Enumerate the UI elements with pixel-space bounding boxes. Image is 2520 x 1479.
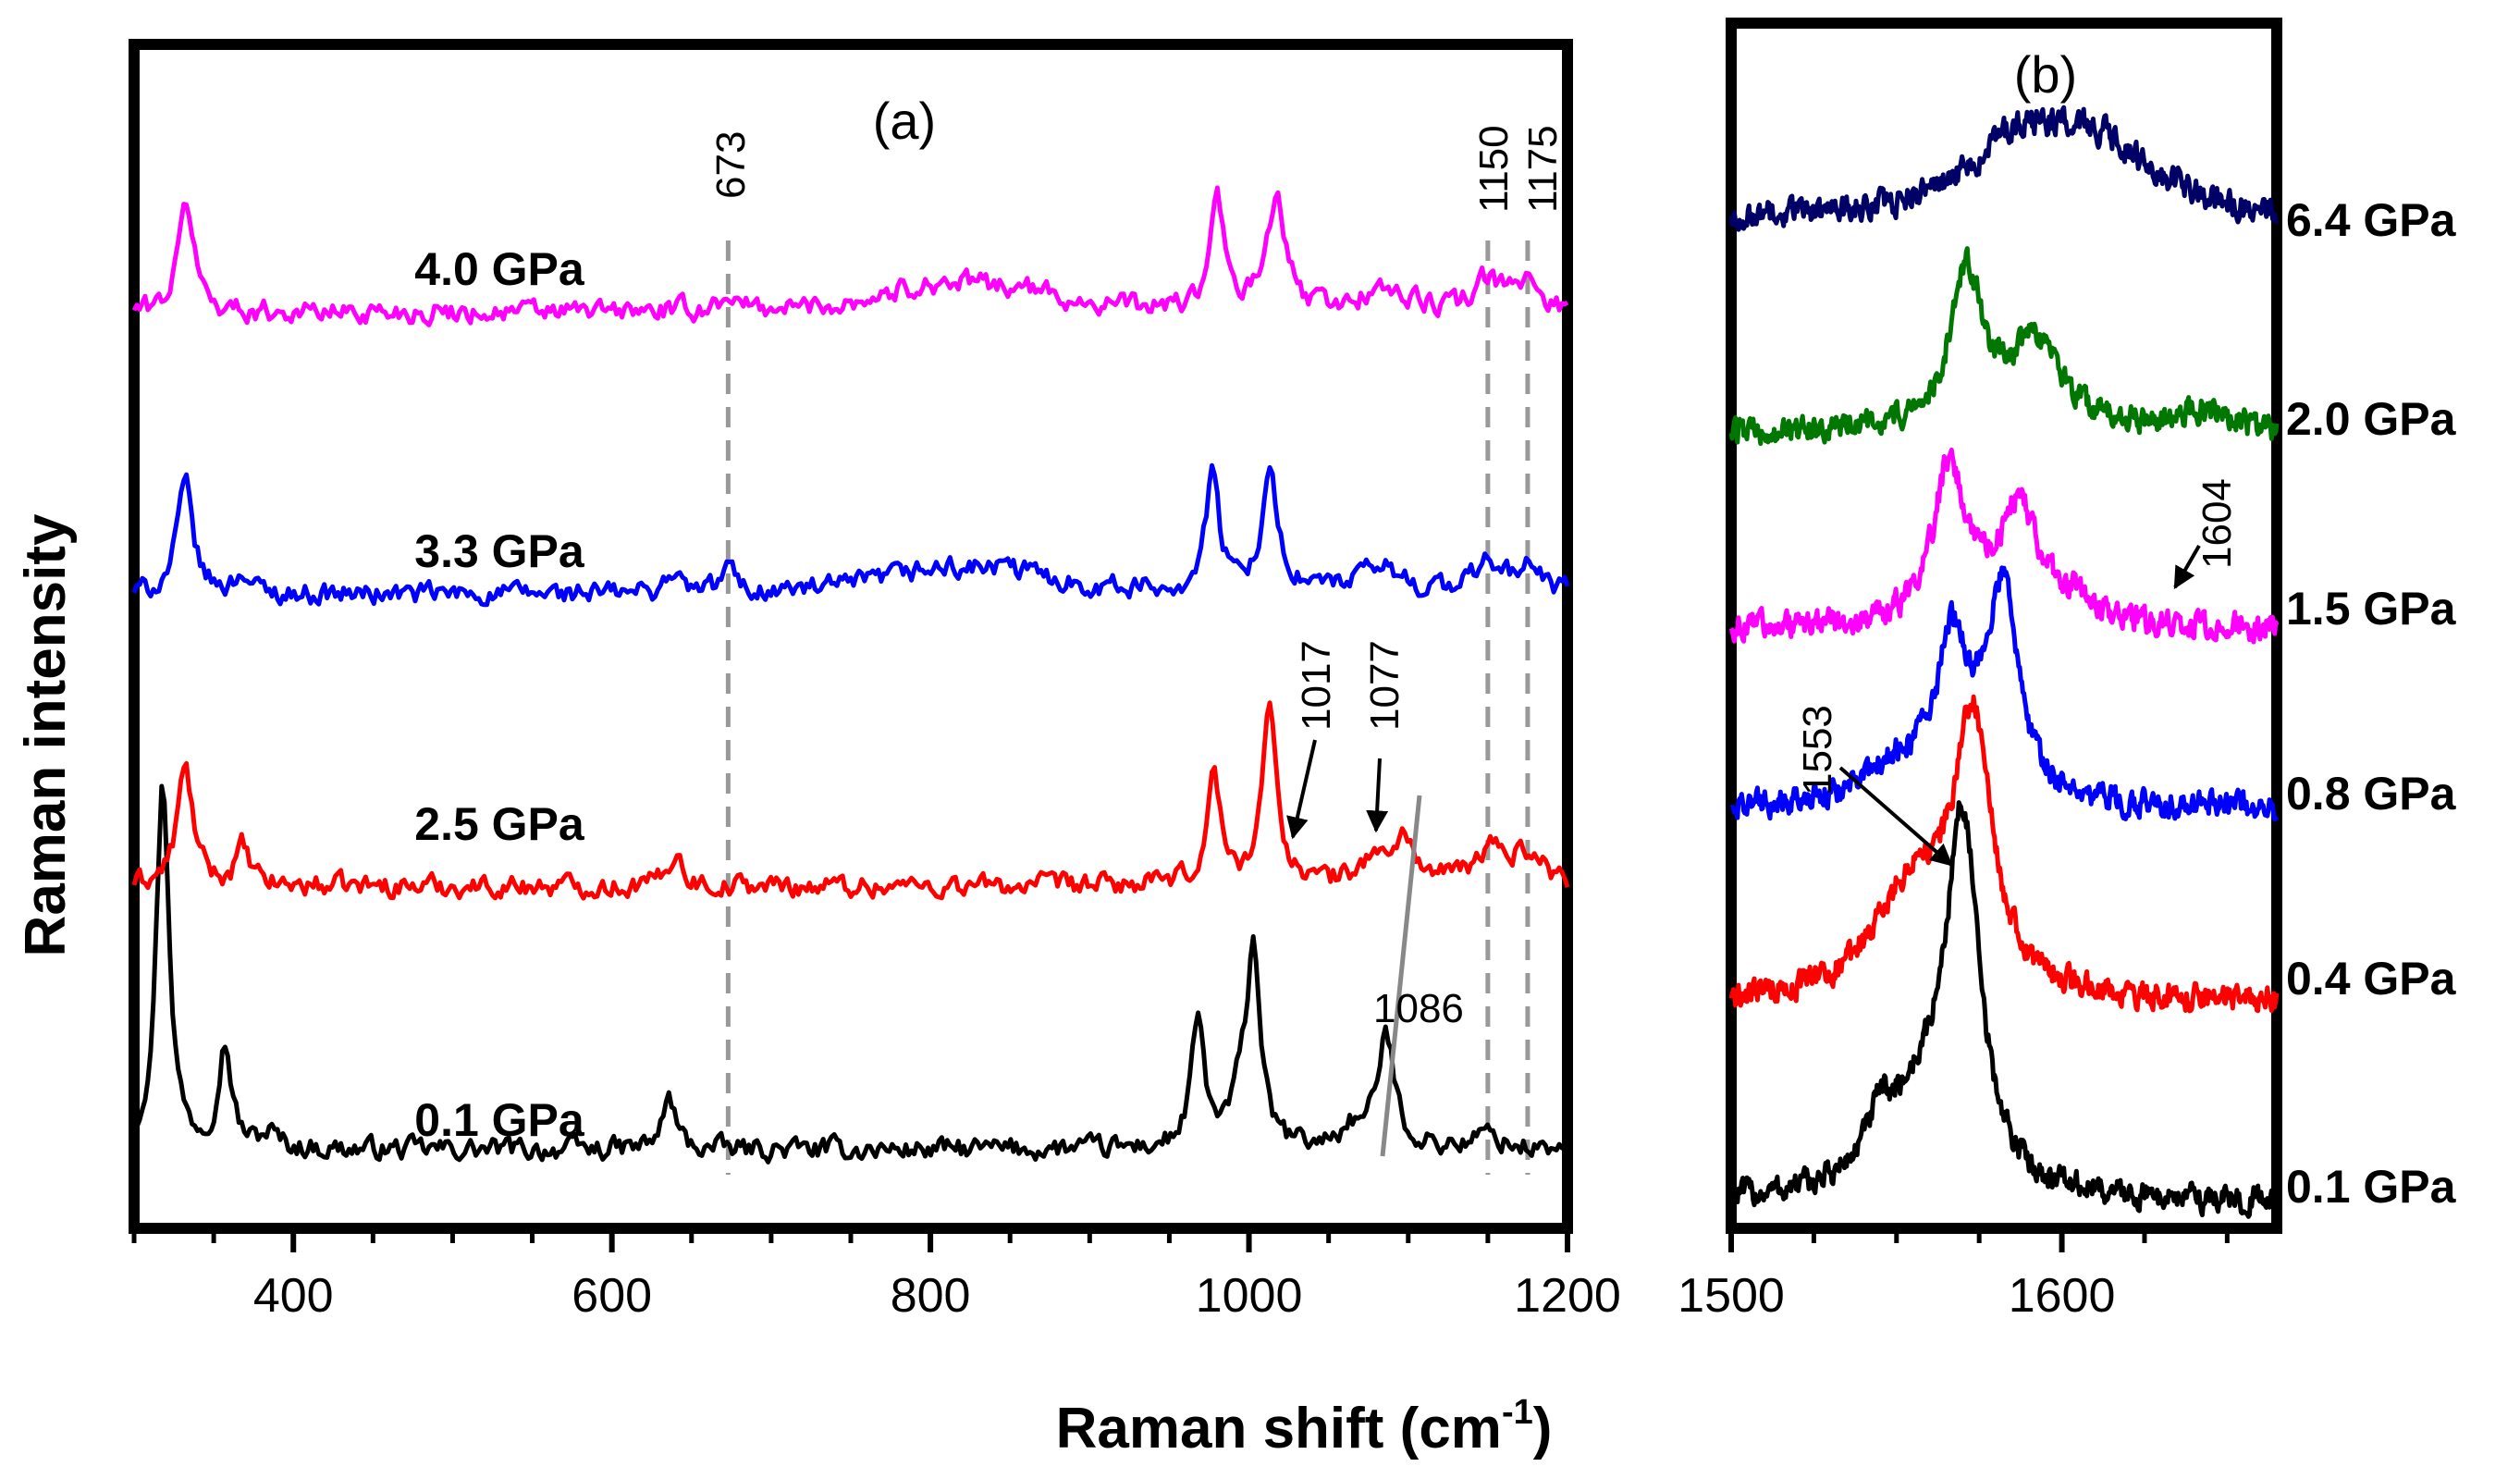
a-series-label-2-5-gpa: 2.5 GPa [414,798,585,850]
annotation-1017: 1017 [1294,640,1339,731]
b-series-label-0-4-gpa: 0.4 GPa [2286,953,2457,1004]
a-xtick-label-600: 600 [572,1269,652,1323]
x-axis-title-superscript: -1 [1502,1393,1533,1432]
b-xtick-label-1500: 1500 [1678,1269,1785,1323]
b-series-line-6-4-gpa [1728,105,2280,232]
b-series-line-1-5-gpa [1728,447,2280,645]
panel-a-frame [129,39,1573,1234]
a-xtick-label-1200: 1200 [1514,1269,1621,1323]
a-series-label-3-3-gpa: 3.3 GPa [414,525,585,577]
y-axis-title: Raman intensity [14,513,78,956]
arrow-1077 [1366,758,1389,833]
b-series-line-0-4-gpa [1728,694,2280,1014]
arrow-1604 [2173,544,2201,590]
arrow-1017 [1286,739,1317,840]
b-series-label-2-0-gpa: 2.0 GPa [2286,393,2457,445]
annotation-1077: 1077 [1362,640,1408,731]
a-series-line-0-1-gpa [133,783,1569,1165]
b-series-label-0-1-gpa: 0.1 GPa [2286,1161,2457,1213]
a-series-line-3-3-gpa [131,462,1570,608]
b-series-line-0-1-gpa [1728,800,2280,1219]
b-series-label-6-4-gpa: 6.4 GPa [2286,194,2457,246]
a-series-label-4-0-gpa: 4.0 GPa [414,243,585,295]
panel-b-label: (b) [2014,45,2077,104]
annotation-1150: 1150 [1471,125,1517,213]
b-series-line-2-0-gpa [1728,246,2280,447]
annotation-1175: 1175 [1520,125,1566,213]
a-series-label-0-1-gpa: 0.1 GPa [414,1094,585,1146]
b-series-label-1-5-gpa: 1.5 GPa [2286,583,2457,635]
annotation-1553: 1553 [1795,705,1840,795]
x-axis-title: Raman shift (cm-1) [1056,1393,1553,1461]
b-series-line-0-8-gpa [1729,565,2280,822]
a-series-line-4-0-gpa [131,185,1569,327]
b-xtick-label-1600: 1600 [2009,1269,2116,1323]
a-xtick-label-800: 800 [891,1269,971,1323]
arrow-1553 [1838,766,1953,867]
annotation-673: 673 [708,131,754,199]
annotation-1086: 1086 [1373,986,1464,1031]
a-xtick-label-400: 400 [253,1269,334,1323]
b-series-label-0-8-gpa: 0.8 GPa [2286,768,2457,820]
panel-a: (a) 400 600 800 1000 1200 0.1 GPa 2.5 GPa 3.3 … [129,39,1621,1323]
panel-b: (b) 1500 1600 0.1 GPa 0.4 GPa 0.8 GPa 1.5 GP… [1678,18,2457,1323]
panel-a-label: (a) [873,92,936,150]
a-series-line-2-5-gpa [131,700,1570,901]
trend-line-1086 [1380,795,1422,1157]
annotation-1604: 1604 [2194,478,2240,569]
a-xtick-label-1000: 1000 [1196,1269,1303,1323]
